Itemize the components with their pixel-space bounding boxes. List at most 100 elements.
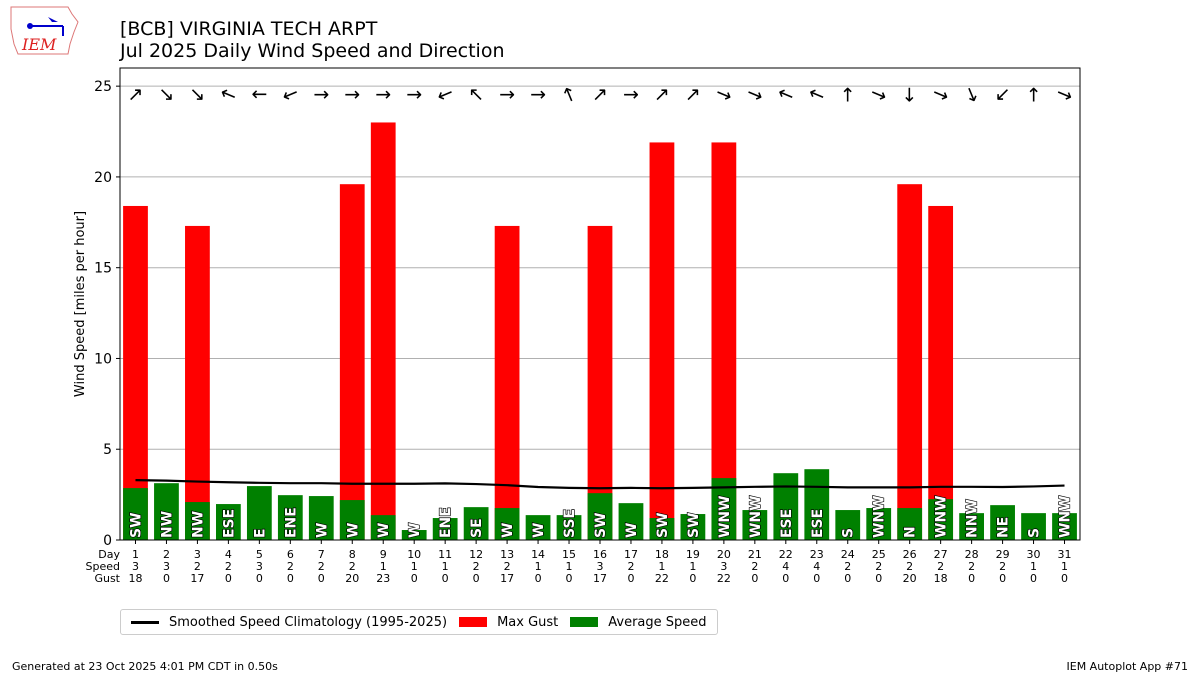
generated-note: Generated at 23 Oct 2025 4:01 PM CDT in … [12, 660, 278, 673]
table-day: 20 [717, 548, 731, 561]
direction-label: W [345, 523, 361, 538]
legend: Smoothed Speed Climatology (1995-2025) M… [120, 609, 718, 635]
table-gust: 22 [655, 572, 669, 585]
y-tick-label: 15 [94, 261, 112, 277]
table-day: 5 [256, 548, 263, 561]
y-tick-label: 10 [94, 351, 112, 367]
wind-arrow-icon: → [1023, 87, 1045, 103]
direction-label: W [624, 523, 640, 538]
table-gust: 17 [593, 572, 607, 585]
table-day: 7 [318, 548, 325, 561]
y-axis-label: Wind Speed [miles per hour] [73, 211, 88, 397]
y-tick-label: 5 [103, 442, 112, 458]
table-row-label: Speed [86, 560, 120, 573]
table-gust: 22 [717, 572, 731, 585]
table-gust: 0 [225, 572, 232, 585]
direction-label: ESE [221, 509, 237, 538]
speed-bar [990, 505, 1015, 540]
svg-text:IEM: IEM [21, 35, 57, 54]
direction-label: W [531, 523, 547, 538]
speed-bar [866, 508, 892, 540]
table-gust: 0 [968, 572, 975, 585]
table-day: 23 [810, 548, 824, 561]
table-speed: 1 [380, 560, 387, 573]
table-gust: 0 [782, 572, 789, 585]
table-speed: 2 [751, 560, 758, 573]
table-speed: 1 [658, 560, 665, 573]
legend-label: Smoothed Speed Climatology (1995-2025) [169, 614, 448, 630]
speed-bar [277, 495, 303, 540]
direction-label: NE [996, 517, 1012, 538]
table-speed: 1 [1061, 560, 1068, 573]
table-gust: 23 [376, 572, 390, 585]
table-speed: 3 [132, 560, 139, 573]
gust-bar [649, 142, 675, 540]
direction-label: N [903, 526, 919, 538]
table-day: 28 [965, 548, 979, 561]
legend-max-gust: Max Gust [459, 615, 558, 630]
table-gust: 0 [473, 572, 480, 585]
wind-arrow-icon: → [929, 81, 952, 107]
table-gust: 17 [190, 572, 204, 585]
speed-bar [216, 504, 241, 540]
gust-bar [339, 184, 365, 540]
direction-label: W [407, 523, 423, 538]
direction-label: NNW [965, 499, 981, 538]
table-day: 11 [438, 548, 452, 561]
table-day: 8 [349, 548, 356, 561]
table-gust: 0 [287, 572, 294, 585]
direction-label: W [314, 523, 330, 538]
speed-bar [525, 515, 551, 540]
direction-label: WNW [748, 495, 764, 538]
gust-bar [185, 225, 210, 540]
table-speed: 2 [627, 560, 634, 573]
speed-bar [308, 496, 334, 540]
direction-label: NW [190, 511, 206, 538]
table-gust: 0 [627, 572, 634, 585]
table-gust: 0 [535, 572, 542, 585]
legend-red-swatch [459, 617, 488, 627]
direction-label: E [252, 528, 268, 538]
table-row-label: Day [98, 548, 120, 561]
table-day: 24 [841, 548, 855, 561]
table-speed: 4 [813, 560, 820, 573]
y-tick-label: 0 [103, 533, 112, 549]
table-day: 22 [779, 548, 793, 561]
speed-bar [339, 500, 365, 540]
direction-label: S [1027, 528, 1043, 538]
table-gust: 0 [318, 572, 325, 585]
table-day: 15 [562, 548, 576, 561]
direction-label: SE [469, 518, 485, 538]
table-speed: 3 [256, 560, 263, 573]
gust-bar [587, 225, 613, 540]
table-gust: 0 [999, 572, 1006, 585]
speed-bar [432, 518, 458, 540]
app-note: IEM Autoplot App #71 [1066, 660, 1189, 673]
direction-label: ENE [438, 507, 454, 538]
speed-bar [370, 515, 396, 540]
wind-arrow-icon: → [313, 84, 329, 106]
wind-arrow-icon: → [958, 83, 984, 106]
chart-title: [BCB] VIRGINIA TECH ARPT [120, 18, 378, 40]
table-speed: 1 [1030, 560, 1037, 573]
table-gust: 0 [256, 572, 263, 585]
table-speed: 1 [535, 560, 542, 573]
table-gust: 20 [903, 572, 917, 585]
wind-arrow-icon: → [251, 84, 267, 106]
table-speed: 1 [411, 560, 418, 573]
table-day: 13 [500, 548, 514, 561]
table-day: 21 [748, 548, 762, 561]
gust-bar [370, 122, 396, 540]
table-speed: 1 [689, 560, 696, 573]
legend-average-speed: Average Speed [570, 615, 707, 630]
legend-label: Max Gust [497, 614, 559, 630]
plot-frame [119, 67, 1081, 541]
gust-bar [928, 205, 954, 540]
wind-arrow-icon: → [774, 81, 797, 107]
table-day: 26 [903, 548, 917, 561]
speed-bar [742, 510, 768, 540]
table-gust: 0 [1030, 572, 1037, 585]
table-day: 29 [996, 548, 1010, 561]
speed-bar [246, 486, 272, 540]
